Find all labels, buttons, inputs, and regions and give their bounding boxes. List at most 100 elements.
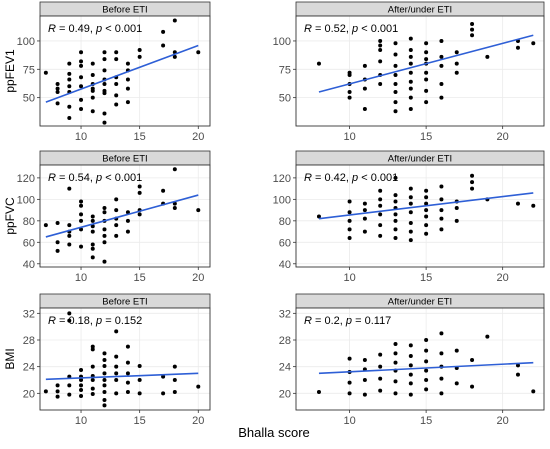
data-point	[79, 199, 84, 204]
correlation-r-value: 0.52	[325, 23, 346, 35]
data-point	[114, 223, 119, 228]
data-point	[408, 229, 413, 234]
data-point	[90, 255, 95, 260]
data-point	[378, 364, 383, 369]
data-point	[161, 374, 166, 379]
data-point	[470, 384, 475, 389]
data-point	[90, 86, 95, 91]
data-point	[196, 208, 201, 213]
y-tick-label: 60	[279, 237, 291, 249]
data-point	[408, 54, 413, 59]
data-point	[393, 212, 398, 217]
panel-border	[295, 164, 545, 268]
data-point	[161, 188, 166, 193]
data-point	[424, 88, 429, 93]
data-point	[102, 57, 107, 62]
x-tick-label: 20	[192, 131, 204, 143]
annotation-text: R	[304, 315, 312, 327]
data-point	[114, 329, 119, 334]
data-point	[102, 371, 107, 376]
data-point	[378, 388, 383, 393]
correlation-r-value: 0.18	[69, 315, 90, 327]
data-point	[55, 86, 60, 91]
data-point	[90, 242, 95, 247]
correlation-r-value: 0.42	[325, 172, 346, 184]
data-point	[408, 372, 413, 377]
data-point	[454, 61, 459, 66]
data-point	[439, 208, 444, 213]
data-point	[347, 227, 352, 232]
data-point	[393, 109, 398, 114]
data-point	[362, 216, 367, 221]
data-point	[79, 378, 84, 382]
data-point	[79, 59, 84, 64]
x-tick-label: 20	[497, 131, 509, 143]
data-point	[114, 82, 119, 87]
data-point	[79, 212, 84, 217]
data-point	[424, 50, 429, 55]
x-tick-label: 20	[192, 415, 204, 427]
y-axis-title: BMI	[3, 348, 17, 369]
data-point	[125, 229, 130, 234]
data-point	[485, 54, 490, 59]
data-point	[114, 102, 119, 107]
data-point	[515, 363, 520, 368]
data-point	[102, 111, 107, 116]
regression-line	[318, 192, 534, 220]
data-point	[454, 348, 459, 353]
correlation-r-value: 0.2	[325, 315, 340, 327]
data-point	[102, 378, 107, 382]
data-point	[347, 391, 352, 396]
data-point	[439, 38, 444, 43]
y-tick-label: 50	[23, 93, 35, 105]
data-point	[439, 376, 444, 381]
regression-line	[318, 34, 534, 93]
data-point	[393, 52, 398, 57]
correlation-p-value: = 0.152	[105, 315, 142, 327]
data-point	[515, 201, 520, 206]
panel-r2-c0: Before ETI 20 24 28 32 10 15 20 BMI R = 0.18, p =…	[3, 293, 211, 427]
data-point	[439, 197, 444, 202]
annotation-text: p	[351, 23, 358, 35]
data-point	[454, 381, 459, 386]
data-point	[408, 220, 413, 225]
data-point	[67, 61, 72, 66]
data-point	[55, 220, 60, 225]
panel-r0-c0: Before ETI 50 75 100 10 15 20 ppFEV1 R = 0.49, p…	[3, 1, 211, 143]
data-point	[196, 384, 201, 389]
data-point	[393, 41, 398, 46]
y-tick-label: 20	[23, 388, 35, 400]
data-point	[67, 318, 72, 323]
data-point	[137, 54, 142, 59]
annotation-text: =	[56, 315, 69, 327]
annotation-text: =	[312, 315, 325, 327]
data-point	[393, 227, 398, 232]
annotation-text: p	[95, 172, 102, 184]
data-point	[55, 389, 60, 394]
data-point	[114, 208, 119, 213]
panel-title: After/under ETI	[388, 5, 452, 16]
annotation-text: R	[48, 23, 56, 35]
data-point	[114, 378, 119, 382]
x-tick-label: 10	[343, 272, 355, 284]
data-point	[43, 70, 48, 75]
data-point	[114, 93, 119, 98]
data-point	[347, 236, 352, 241]
data-point	[347, 95, 352, 100]
data-point	[378, 48, 383, 53]
data-point	[393, 100, 398, 105]
data-point	[67, 392, 72, 397]
data-point	[102, 351, 107, 356]
data-point	[102, 403, 107, 408]
data-point	[102, 50, 107, 55]
data-point	[408, 95, 413, 100]
annotation-text: R	[304, 23, 312, 35]
data-point	[454, 218, 459, 223]
data-point	[531, 41, 536, 46]
data-point	[90, 344, 95, 349]
data-point	[424, 208, 429, 213]
data-point	[439, 63, 444, 68]
data-point	[393, 82, 398, 87]
y-tick-label: 32	[279, 308, 291, 320]
data-point	[408, 343, 413, 348]
